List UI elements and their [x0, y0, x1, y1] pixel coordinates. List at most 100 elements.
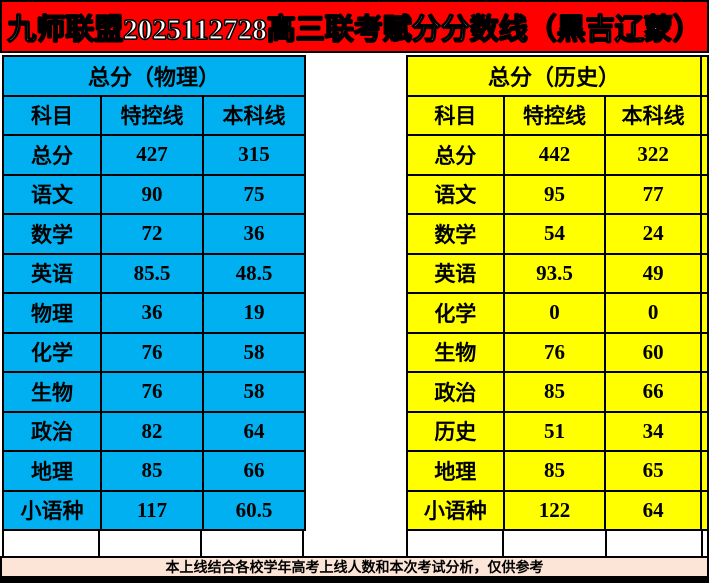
- score-cell: 85: [100, 450, 204, 492]
- score-cell: 82: [100, 410, 204, 452]
- column-header: 本科线: [604, 94, 702, 136]
- cutoff-column-cell: [699, 173, 709, 215]
- column-header: 特控线: [100, 94, 204, 136]
- cutoff-column-cell: [699, 331, 709, 373]
- score-cell: 85: [502, 371, 607, 413]
- subject-cell: 地理: [2, 450, 102, 492]
- table-row: 数学 72 36: [2, 213, 306, 255]
- score-cell: 49: [604, 252, 702, 294]
- table-row: 总分 442 322: [406, 134, 709, 176]
- score-cell: 65: [604, 450, 702, 492]
- table-row: 政治 82 64: [2, 410, 306, 452]
- score-cell: 427: [100, 134, 204, 176]
- grid-line: [502, 530, 504, 556]
- subject-cell: 数学: [406, 213, 505, 255]
- score-cell: 60: [604, 331, 702, 373]
- table-row: 化学 0 0: [406, 292, 709, 334]
- table-row: 物理 36 19: [2, 292, 306, 334]
- subject-cell: 小语种: [2, 489, 102, 531]
- score-cell: 76: [502, 331, 607, 373]
- subject-cell: 化学: [406, 292, 505, 334]
- score-cell: 76: [100, 331, 204, 373]
- footer-note-bar: 本上线结合各校学年高考上线人数和本次考试分析，仅供参考: [0, 556, 709, 578]
- table-row: 历史 51 34: [406, 410, 709, 452]
- page-title: 九师联盟2025112728高三联考赋分分数线（黑吉辽蒙）: [7, 13, 703, 46]
- table-row: 语文 90 75: [2, 173, 306, 215]
- subject-cell: 英语: [2, 252, 102, 294]
- score-cell: 24: [604, 213, 702, 255]
- history-table-title: 总分（历史）: [406, 55, 702, 97]
- score-cell: 64: [202, 410, 306, 452]
- subject-cell: 生物: [2, 371, 102, 413]
- subject-cell: 物理: [2, 292, 102, 334]
- footer-note: 本上线结合各校学年高考上线人数和本次考试分析，仅供参考: [165, 559, 544, 575]
- grid-line: [605, 530, 607, 556]
- subject-cell: 英语: [406, 252, 505, 294]
- table-row: 数学 54 24: [406, 213, 709, 255]
- grid-line: [406, 530, 408, 556]
- score-cell: 85: [502, 450, 607, 492]
- table-row: 地理 85 66: [2, 450, 306, 492]
- cutoff-column-cell: [699, 252, 709, 294]
- table-row: 生物 76 60: [406, 331, 709, 373]
- score-cell: 66: [604, 371, 702, 413]
- score-cell: 54: [502, 213, 607, 255]
- cutoff-column-cell: [699, 213, 709, 255]
- score-cell: 93.5: [502, 252, 607, 294]
- subject-cell: 政治: [2, 410, 102, 452]
- subject-cell: 语文: [2, 173, 102, 215]
- column-header-row: 科目 特控线 本科线: [406, 94, 709, 136]
- grid-line: [200, 530, 202, 556]
- table-title-row: 总分（历史）: [406, 55, 709, 97]
- score-cell: 77: [604, 173, 702, 215]
- score-cell: 34: [604, 410, 702, 452]
- title-banner: 九师联盟2025112728高三联考赋分分数线（黑吉辽蒙）: [0, 0, 709, 53]
- score-cell: 60.5: [202, 489, 306, 531]
- score-cell: 442: [502, 134, 607, 176]
- score-cell: 0: [502, 292, 607, 334]
- cutoff-column-cell: [699, 134, 709, 176]
- table-title-row: 总分（物理）: [2, 55, 306, 97]
- grid-line: [2, 530, 4, 556]
- subject-cell: 小语种: [406, 489, 505, 531]
- subject-cell: 语文: [406, 173, 505, 215]
- score-cell: 64: [604, 489, 702, 531]
- subject-cell: 生物: [406, 331, 505, 373]
- score-cell: 36: [202, 213, 306, 255]
- score-cell: 122: [502, 489, 607, 531]
- table-row: 语文 95 77: [406, 173, 709, 215]
- column-header: 本科线: [202, 94, 306, 136]
- score-cell: 19: [202, 292, 306, 334]
- cutoff-column-cell: [699, 489, 709, 531]
- score-cell: 58: [202, 331, 306, 373]
- cutoff-column-cell: [699, 450, 709, 492]
- table-row: 英语 93.5 49: [406, 252, 709, 294]
- table-row: 小语种 117 60.5: [2, 489, 306, 531]
- column-header: 科目: [406, 94, 505, 136]
- cutoff-column-cell: [699, 371, 709, 413]
- score-cell: 322: [604, 134, 702, 176]
- table-row: 政治 85 66: [406, 371, 709, 413]
- cutoff-column-cell: [699, 55, 709, 97]
- physics-table-title: 总分（物理）: [2, 55, 306, 97]
- score-cell: 95: [502, 173, 607, 215]
- column-header-row: 科目 特控线 本科线: [2, 94, 306, 136]
- cutoff-column-cell: [699, 410, 709, 452]
- table-row: 小语种 122 64: [406, 489, 709, 531]
- score-cell: 75: [202, 173, 306, 215]
- score-cell: 315: [202, 134, 306, 176]
- column-header: 科目: [2, 94, 102, 136]
- cutoff-column-cell: [699, 94, 709, 136]
- subject-cell: 总分: [2, 134, 102, 176]
- grid-line: [701, 530, 703, 556]
- subject-cell: 地理: [406, 450, 505, 492]
- score-cell: 48.5: [202, 252, 306, 294]
- score-cell: 58: [202, 371, 306, 413]
- grid-line: [302, 530, 304, 556]
- score-cell: 90: [100, 173, 204, 215]
- grid-line: [98, 530, 100, 556]
- table-row: 地理 85 65: [406, 450, 709, 492]
- table-row: 生物 76 58: [2, 371, 306, 413]
- subject-cell: 总分: [406, 134, 505, 176]
